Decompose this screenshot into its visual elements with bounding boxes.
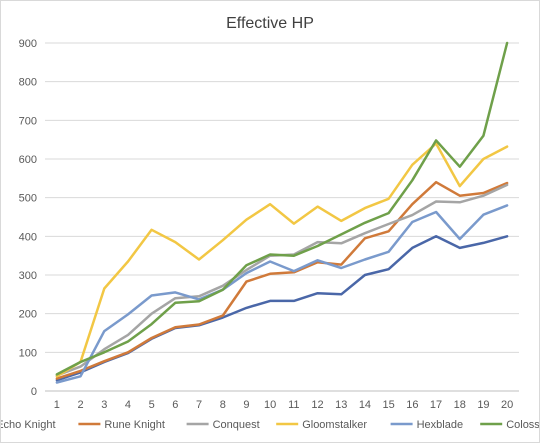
gridlines bbox=[45, 42, 519, 392]
y-tick-label: 700 bbox=[19, 115, 37, 127]
x-tick-label: 20 bbox=[501, 399, 513, 411]
series-line-gloomstalker bbox=[55, 142, 509, 378]
chart-title: Effective HP bbox=[226, 15, 314, 32]
legend: Echo Knight Rune Knight Conquest Gloomstalk… bbox=[0, 419, 540, 431]
x-tick-label: 13 bbox=[335, 399, 347, 411]
y-tick-label: 100 bbox=[19, 347, 37, 359]
series-line-echo-knight bbox=[55, 235, 509, 382]
y-tick-label: 500 bbox=[19, 193, 37, 205]
x-tick-label: 3 bbox=[101, 399, 107, 411]
y-tick-label: 200 bbox=[19, 309, 37, 321]
series-line-rune-knight bbox=[55, 180, 509, 380]
x-tick-label: 7 bbox=[196, 399, 202, 411]
y-tick-label: 300 bbox=[19, 270, 37, 282]
legend-label-rune-knight: Rune Knight bbox=[104, 419, 165, 431]
legend-label-conquest: Conquest bbox=[213, 419, 260, 431]
y-tick-label: 800 bbox=[19, 77, 37, 89]
series-line-colossus bbox=[55, 41, 509, 376]
x-tick-label: 4 bbox=[125, 399, 131, 411]
y-tick-label: 400 bbox=[19, 231, 37, 243]
y-tick-label: 600 bbox=[19, 154, 37, 166]
x-tick-label: 12 bbox=[311, 399, 323, 411]
x-tick-label: 14 bbox=[359, 399, 371, 411]
series-line-hexblade bbox=[55, 204, 509, 384]
x-tick-label: 15 bbox=[383, 399, 395, 411]
x-tick-label: 2 bbox=[77, 399, 83, 411]
x-tick-label: 17 bbox=[430, 399, 442, 411]
legend-label-hexblade: Hexblade bbox=[417, 419, 463, 431]
x-tick-label: 19 bbox=[477, 399, 489, 411]
x-tick-label: 8 bbox=[220, 399, 226, 411]
x-tick-label: 18 bbox=[454, 399, 466, 411]
legend-label-gloomstalker: Gloomstalker bbox=[302, 419, 367, 431]
legend-label-colossus: Colossus bbox=[506, 419, 539, 431]
x-tick-label: 1 bbox=[54, 399, 60, 411]
x-tick-label: 5 bbox=[149, 399, 155, 411]
x-tick-label: 6 bbox=[172, 399, 178, 411]
y-tick-label: 0 bbox=[31, 386, 37, 398]
legend-label-echo-knight: Echo Knight bbox=[1, 419, 56, 431]
series-lines bbox=[55, 41, 509, 384]
x-tick-label: 16 bbox=[406, 399, 418, 411]
x-tick-label: 9 bbox=[243, 399, 249, 411]
x-tick-label: 11 bbox=[288, 399, 299, 411]
y-tick-label: 900 bbox=[19, 38, 37, 50]
x-tick-label: 10 bbox=[264, 399, 276, 411]
